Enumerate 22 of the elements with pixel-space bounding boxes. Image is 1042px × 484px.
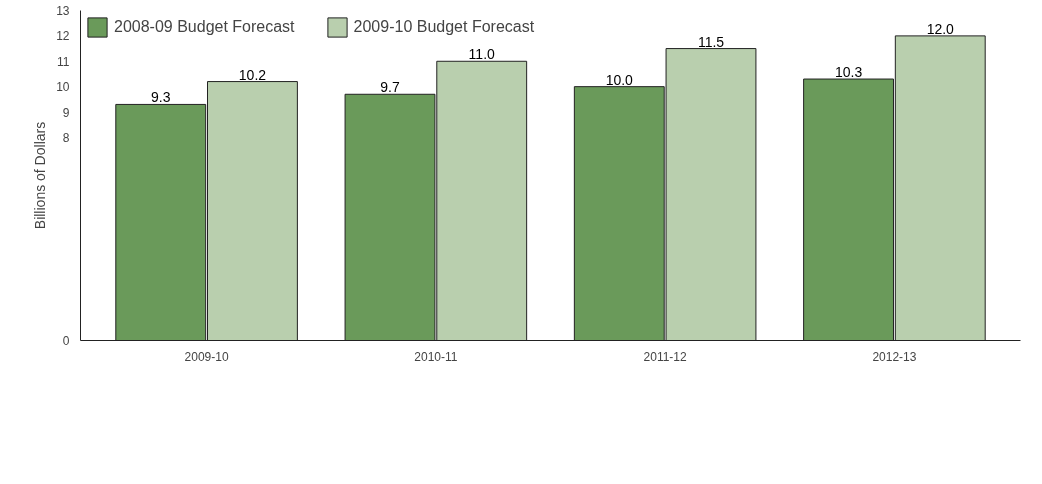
y-tick-label: 11 [57, 54, 70, 69]
data-label: 12.0 [926, 20, 955, 37]
legend-label: 2008-09 Budget Forecast [114, 18, 295, 36]
x-tick-label: 2009-10 [184, 349, 229, 364]
data-label: 10.2 [238, 66, 267, 83]
y-tick-label: 8 [62, 130, 70, 145]
y-tick-label: 13 [56, 4, 70, 18]
data-label: 9.7 [380, 79, 400, 96]
y-axis-title: Billions of Dollars [32, 121, 49, 230]
x-tick-label: 2010-11 [414, 349, 458, 364]
y-tick-label: 9 [62, 105, 70, 120]
data-label: 11.0 [468, 46, 496, 63]
x-tick-label: 2012-13 [872, 349, 917, 364]
data-label: 9.3 [151, 89, 171, 106]
x-tick-label: 2011-12 [643, 349, 688, 364]
y-tick-label: 10 [56, 80, 70, 95]
data-label: 10.3 [834, 64, 863, 81]
y-tick-label: 0 [62, 334, 70, 348]
y-tick-label: 12 [56, 29, 70, 44]
legend-label: 2009-10 Budget Forecast [353, 18, 535, 36]
data-label: 10.0 [605, 71, 634, 88]
data-label: 11.5 [697, 33, 725, 50]
